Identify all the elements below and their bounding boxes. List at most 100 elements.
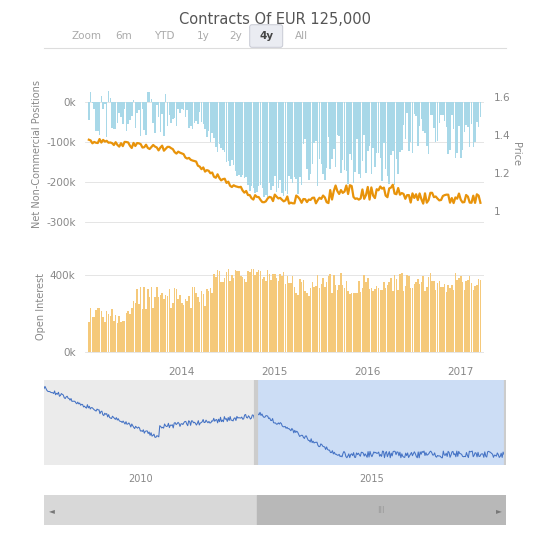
Bar [333,102,334,150]
Bar [305,102,306,139]
Bar [254,102,256,192]
Bar [202,102,204,124]
Bar [456,280,458,352]
Bar [233,102,234,165]
Bar [174,288,175,352]
Bar [321,102,322,164]
Bar [298,295,299,352]
Bar [353,102,354,183]
Bar [109,316,111,352]
Bar [279,273,281,352]
Bar [115,315,117,352]
Bar [175,102,177,126]
Bar [369,102,370,146]
Bar [288,283,290,352]
Bar [378,102,379,153]
Bar [131,102,133,116]
Bar [228,270,229,352]
Bar [258,102,260,186]
Bar [129,314,131,352]
Bar [235,270,236,352]
Bar [186,301,188,352]
Bar [226,272,227,352]
Bar [267,270,268,352]
Bar [222,282,224,352]
Bar [238,102,240,175]
Bar [442,287,444,352]
Bar [374,289,376,352]
Bar [458,278,460,352]
Bar [308,296,310,352]
Bar [181,303,183,352]
Bar [113,102,114,129]
Bar [244,279,245,352]
Bar [441,287,442,352]
Bar [422,277,424,352]
Bar [185,102,186,117]
Bar [464,290,465,352]
Bar [356,102,358,139]
Bar [178,299,179,352]
Bar [142,102,143,109]
Bar [174,102,175,118]
Bar [163,299,164,352]
Bar [405,102,406,140]
Bar [474,102,476,142]
Bar [469,102,470,147]
Bar [276,278,277,352]
Bar [324,287,326,352]
Bar [387,284,388,352]
Bar [301,102,302,185]
Bar [151,287,152,352]
Bar [408,102,410,151]
Bar [256,379,506,465]
Bar [197,297,199,352]
Bar [263,277,265,352]
Bar [149,92,150,102]
Bar [478,102,480,127]
Bar [136,289,138,352]
Bar [381,290,383,352]
Bar [421,102,422,119]
Bar [97,309,98,352]
Bar [229,280,231,352]
Bar [446,102,447,127]
Bar [287,102,288,194]
Bar [249,272,250,352]
Bar [247,271,249,352]
Bar [337,290,338,352]
Bar [398,290,399,352]
Bar [152,102,154,123]
Bar [321,284,322,352]
Bar [283,102,284,196]
Bar [168,289,170,352]
Bar [446,292,447,352]
Bar [185,299,186,352]
Bar [314,102,315,144]
Bar [474,286,476,352]
Bar [179,102,181,113]
Text: 1y: 1y [196,31,210,41]
Bar [358,102,360,174]
Bar [390,278,392,352]
Bar [399,102,401,152]
Bar [175,289,177,352]
Bar [111,309,113,352]
Bar [190,307,191,352]
Bar [128,102,129,124]
Bar [142,309,143,352]
Bar [376,287,377,352]
Bar [245,102,247,178]
Bar [480,280,481,352]
Bar [235,102,236,170]
Bar [476,284,477,352]
Bar [120,102,122,117]
Bar [349,294,351,352]
Bar [167,296,168,352]
Bar [345,282,347,352]
Bar [104,322,106,352]
Bar [294,287,295,352]
Bar [433,281,435,352]
Bar [90,308,91,352]
Bar [460,102,461,158]
